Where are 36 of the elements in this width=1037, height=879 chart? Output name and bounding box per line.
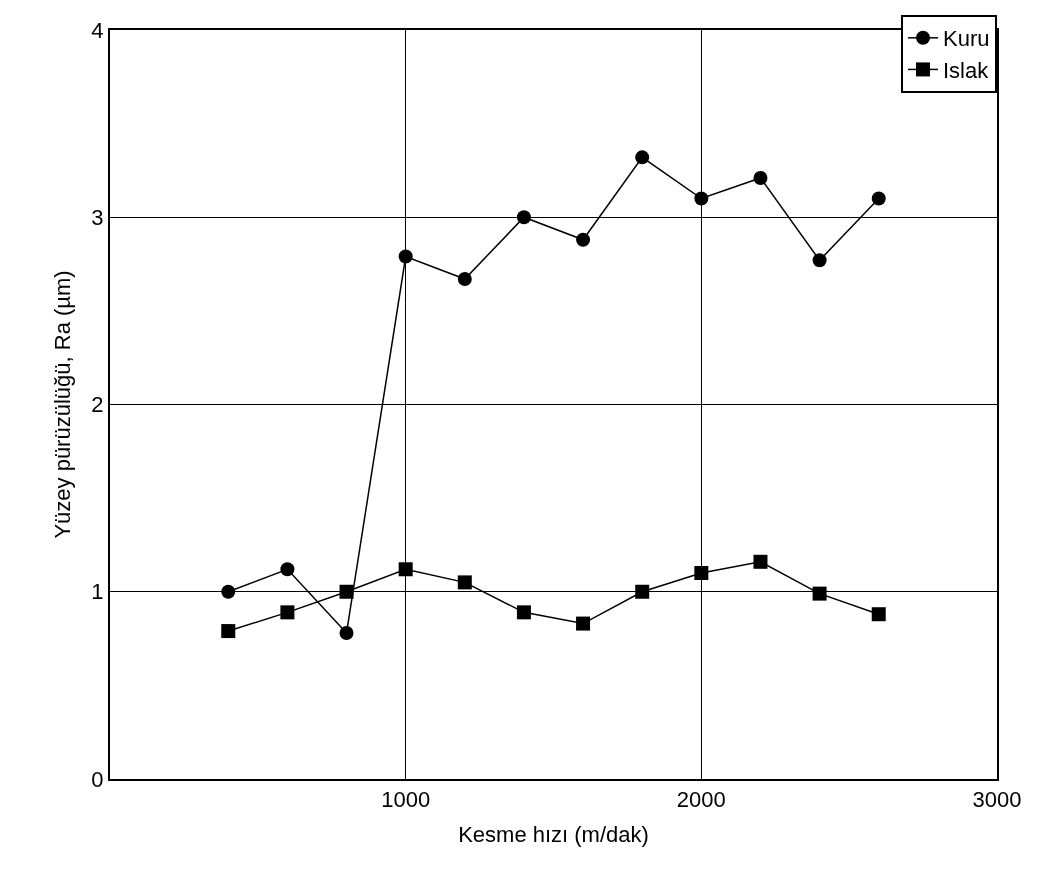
point	[694, 191, 709, 206]
point	[871, 191, 886, 206]
x-tick-label: 3000	[972, 787, 1022, 813]
point	[576, 232, 591, 247]
point	[280, 562, 295, 577]
y-tick-label: 0	[91, 766, 104, 792]
y-tick-label: 4	[91, 17, 104, 43]
point	[516, 210, 531, 225]
point	[635, 584, 650, 599]
legend-label: Kuru	[943, 26, 990, 52]
point	[576, 616, 591, 631]
y-tick-label: 1	[91, 579, 104, 605]
point	[398, 562, 413, 577]
point	[339, 584, 354, 599]
point	[694, 566, 709, 581]
point	[398, 249, 413, 264]
y-axis-title: Yüzey pürüzülüğü, Ra (µm)	[49, 270, 75, 539]
point	[280, 605, 295, 620]
y-tick-label: 2	[91, 392, 104, 418]
point	[221, 624, 236, 639]
point	[753, 554, 768, 569]
point	[221, 584, 236, 599]
point	[635, 150, 650, 165]
point	[457, 272, 472, 287]
point	[812, 253, 827, 268]
point	[457, 575, 472, 590]
x-tick-label: 1000	[381, 787, 431, 813]
point	[753, 170, 768, 185]
legend-label: Islak	[943, 58, 990, 83]
y-tick-label: 3	[91, 204, 104, 230]
x-axis-title: Kesme hızı (m/dak)	[458, 821, 649, 847]
point	[339, 625, 354, 640]
point	[812, 586, 827, 601]
x-tick-label: 2000	[676, 787, 726, 813]
point	[871, 607, 886, 622]
point	[516, 605, 531, 620]
